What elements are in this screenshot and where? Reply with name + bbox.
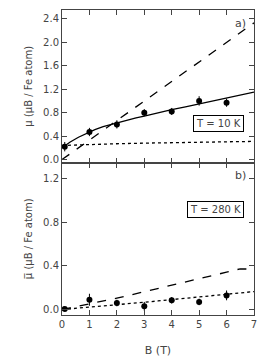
svg-text:0.4: 0.4 <box>43 131 59 142</box>
svg-text:2.4: 2.4 <box>43 13 59 24</box>
svg-text:1.2: 1.2 <box>43 84 59 95</box>
svg-text:0: 0 <box>59 319 65 330</box>
svg-text:0.0: 0.0 <box>43 154 59 165</box>
svg-text:1.6: 1.6 <box>43 60 59 71</box>
svg-text:3: 3 <box>141 319 147 330</box>
svg-text:T = 10 K: T = 10 K <box>196 118 241 129</box>
svg-text:μ (μB / Fe atom): μ (μB / Fe atom) <box>23 46 34 127</box>
svg-text:μ̅ (μB / Fe atom): μ̅ (μB / Fe atom) <box>23 198 34 279</box>
svg-text:0.4: 0.4 <box>43 260 59 271</box>
svg-text:7: 7 <box>251 319 257 330</box>
svg-text:6: 6 <box>223 319 229 330</box>
svg-text:B (T): B (T) <box>145 344 171 357</box>
svg-text:0.0: 0.0 <box>43 304 59 315</box>
svg-text:T = 280 K: T = 280 K <box>190 204 241 215</box>
svg-text:b): b) <box>235 169 246 182</box>
svg-text:2.0: 2.0 <box>43 37 59 48</box>
svg-text:a): a) <box>235 17 246 30</box>
svg-text:4: 4 <box>169 319 175 330</box>
svg-text:0.8: 0.8 <box>43 107 59 118</box>
svg-text:1.2: 1.2 <box>43 173 59 184</box>
svg-text:1: 1 <box>86 319 92 330</box>
svg-text:5: 5 <box>196 319 202 330</box>
svg-text:0.8: 0.8 <box>43 217 59 228</box>
svg-text:2: 2 <box>114 319 120 330</box>
